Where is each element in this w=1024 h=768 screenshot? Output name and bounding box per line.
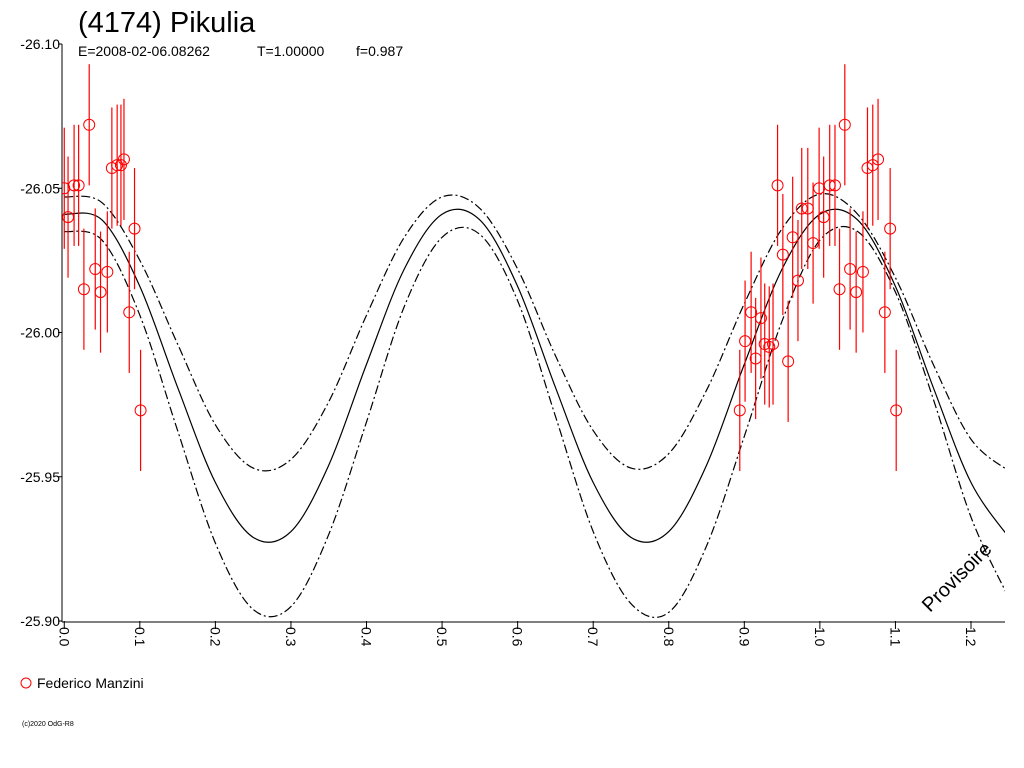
data-point [763,340,776,353]
chart-title: (4174) Pikulia [78,7,256,39]
data-point [791,274,804,287]
data-point [134,404,147,417]
legend-label: Federico Manzini [37,675,144,691]
data-point [94,286,107,299]
data-point [114,159,127,172]
x-tick-label: 0.3 [283,627,299,647]
phase-fraction: f=0.987 [356,43,403,59]
epoch: E=2008-02-06.08262 [78,43,210,59]
x-tick-label: 0.8 [661,627,677,647]
data-point [733,404,746,417]
data-point [77,283,90,296]
y-tick-label: -26.00 [20,325,60,341]
data-point [745,306,758,319]
data-point [123,306,136,319]
copyright: (c)2020 OdG-R8 [22,721,74,728]
data-point [68,179,81,192]
data-point [828,179,841,192]
data-point [83,118,96,131]
data-point [72,179,85,192]
data-point [767,338,780,351]
x-tick-label: 1.0 [812,627,828,647]
x-tick-label: 0.0 [56,627,72,647]
data-point [128,222,141,235]
y-tick-label: -26.05 [20,180,60,196]
legend-marker [20,677,32,689]
data-point [776,248,789,261]
data-point [890,404,903,417]
data-point [117,153,130,166]
x-tick-label: 0.2 [207,627,223,647]
x-tick-label: 0.5 [434,627,450,647]
data-point [101,265,114,278]
plot-area [62,64,1005,618]
y-tick-label: -25.95 [20,469,60,485]
data-point [856,265,869,278]
data-point [782,355,795,368]
data-point [754,312,767,325]
x-tick-label: 0.7 [585,627,601,647]
period: T=1.00000 [257,43,325,59]
data-point [884,222,897,235]
fit-curve [64,225,1005,618]
x-tick-label: 1.2 [963,627,979,647]
y-tick-label: -25.90 [20,613,60,629]
x-tick-label: 1.1 [887,627,903,647]
data-point [833,283,846,296]
y-tick-label: -26.10 [20,36,60,52]
x-tick-label: 0.9 [736,627,752,647]
fit-curve [64,193,1005,472]
data-point [872,153,885,166]
data-point [838,118,851,131]
x-tick-label: 0.1 [132,627,148,647]
x-tick-label: 0.6 [510,627,526,647]
data-point [771,179,784,192]
x-tick-label: 0.4 [359,627,375,647]
data-point [850,286,863,299]
fit-curve [64,208,1005,543]
data-point [878,306,891,319]
